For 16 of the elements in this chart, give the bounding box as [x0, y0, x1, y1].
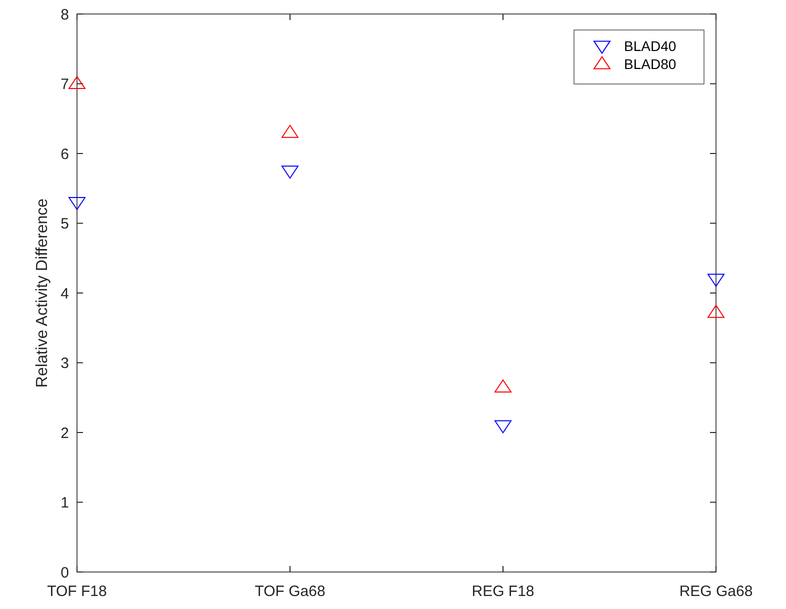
y-tick-label: 8 — [60, 6, 69, 24]
legend-label: BLAD80 — [624, 56, 676, 72]
x-tick-label: REG Ga68 — [679, 583, 753, 600]
x-tick-label: TOF Ga68 — [254, 583, 326, 600]
legend-label: BLAD40 — [624, 38, 676, 54]
y-tick-label: 7 — [60, 76, 69, 93]
y-tick-label: 4 — [60, 285, 69, 302]
y-tick-label: 5 — [60, 216, 69, 232]
y-tick-label: 0 — [60, 564, 69, 582]
x-tick-label: REG F18 — [472, 583, 534, 600]
y-axis-title: Relative Activity Difference — [34, 198, 51, 388]
y-tick-label: 3 — [60, 355, 69, 372]
x-tick-label: TOF F18 — [47, 583, 107, 600]
y-tick-label: 1 — [60, 494, 69, 512]
y-tick-label: 2 — [60, 424, 69, 442]
y-tick-label: 6 — [60, 146, 69, 163]
